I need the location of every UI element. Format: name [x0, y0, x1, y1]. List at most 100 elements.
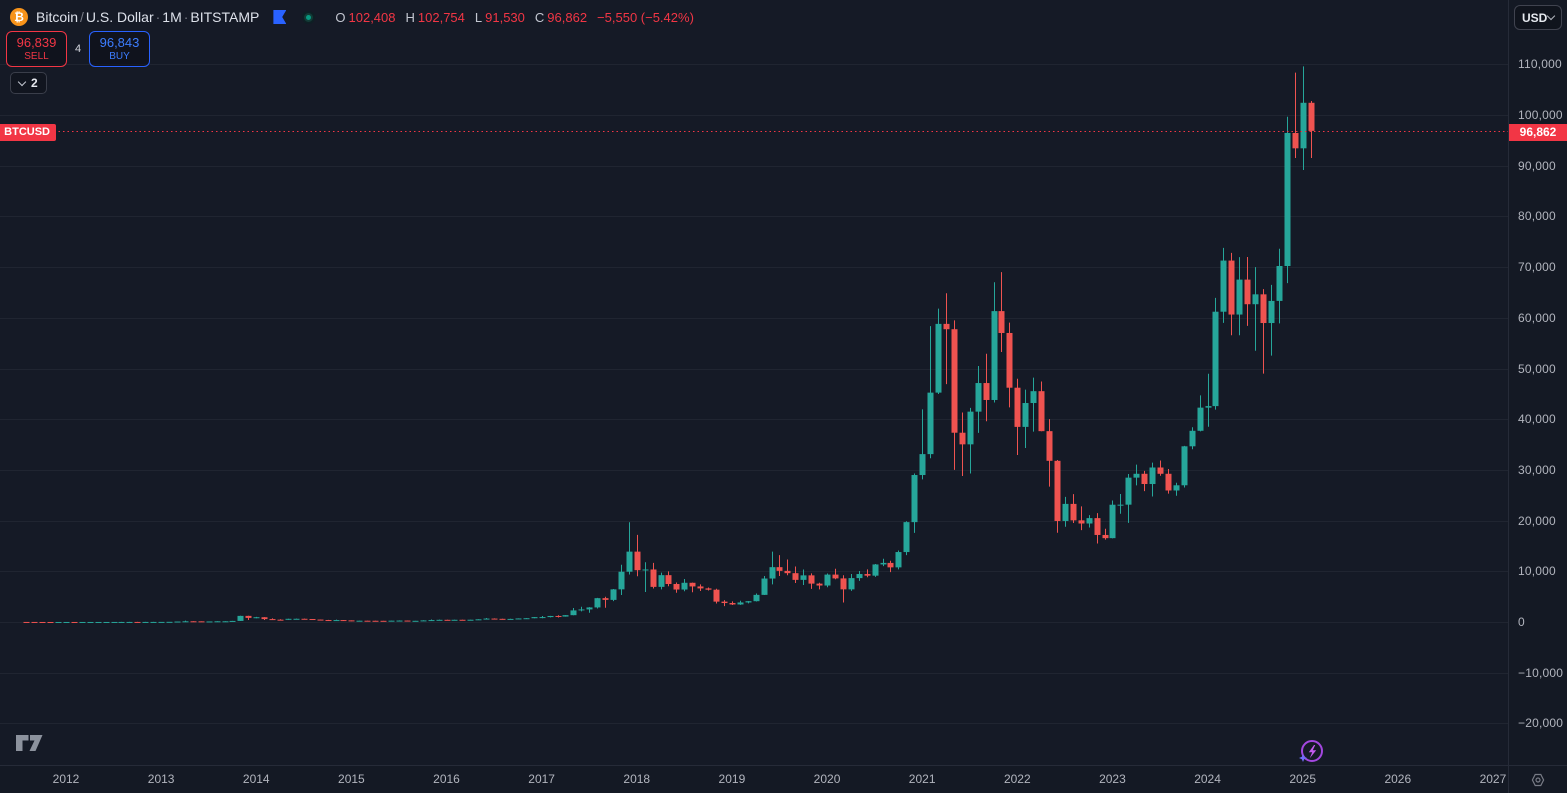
price-axis-label: 50,000	[1518, 361, 1556, 376]
candle-body	[895, 552, 902, 568]
close-value: 96,862	[547, 9, 588, 25]
candle-body	[1300, 102, 1307, 149]
time-axis-label: 2019	[718, 772, 746, 786]
candle-body	[776, 567, 783, 571]
sell-button[interactable]: 96,839 SELL	[6, 31, 67, 67]
currency-dropdown[interactable]: USD	[1514, 5, 1562, 30]
candle-body	[1244, 279, 1251, 305]
candle-body	[1308, 102, 1315, 131]
candle-body	[1094, 518, 1101, 535]
flag-icon[interactable]	[273, 10, 287, 24]
candle-body	[467, 619, 474, 621]
candle-body	[1252, 294, 1259, 305]
symbol-title[interactable]: Bitcoin / U.S. Dollar · 1M · BITSTAMP	[36, 9, 259, 25]
candle-body	[1236, 279, 1243, 315]
candle-body	[475, 619, 482, 621]
candle-body	[800, 575, 807, 580]
candle-body	[689, 582, 696, 587]
candle-body	[301, 618, 308, 620]
candle-body	[380, 620, 387, 622]
candle-body	[562, 615, 569, 617]
time-axis-label: 2013	[147, 772, 175, 786]
candle-body	[325, 620, 332, 622]
candle-body	[158, 621, 165, 623]
market-status-dot-icon[interactable]	[304, 12, 314, 22]
candle-body	[713, 589, 720, 602]
candle-body	[697, 586, 704, 589]
buy-button[interactable]: 96,843 BUY	[89, 31, 150, 67]
candle-body	[1212, 311, 1219, 407]
time-axis-label: 2015	[338, 772, 365, 786]
change-value: −5,550 (−5.42%)	[597, 9, 694, 25]
time-axis-label: 2012	[52, 772, 80, 786]
candle-body	[63, 621, 70, 623]
candle-body	[665, 575, 672, 585]
time-scale[interactable]: 2012 2013 2014 2015 2016 2017 2018 2019 2020 2021…	[0, 765, 1567, 793]
chevron-down-icon	[1546, 11, 1556, 21]
tradingview-logo[interactable]	[16, 734, 43, 757]
candle-body	[87, 621, 94, 623]
candle-body	[277, 619, 284, 621]
chart-canvas[interactable]	[0, 0, 1508, 765]
candle-body	[47, 621, 54, 623]
time-axis-label: 2016	[433, 772, 460, 786]
title-dot: ·	[183, 9, 189, 25]
candle-body	[721, 601, 728, 604]
price-scale[interactable]: USD 110,000 100,000 90,000 80,000 70,000 60,0…	[1508, 0, 1567, 765]
time-axis-label: 2026	[1384, 772, 1412, 786]
time-axis-label: 2018	[623, 772, 651, 786]
candle-body	[396, 620, 403, 622]
time-axis-label: 2017	[528, 772, 555, 786]
candle-body	[539, 617, 546, 619]
candle-body	[31, 621, 38, 623]
candle-body	[769, 567, 776, 579]
candle-body	[1181, 446, 1188, 486]
candle-body	[761, 578, 768, 595]
candle-body	[356, 620, 363, 622]
candle-body	[451, 619, 458, 621]
candle-body	[95, 621, 102, 623]
candle-body	[729, 603, 736, 605]
candle-body	[55, 621, 62, 623]
price-axis-label: 30,000	[1518, 462, 1556, 477]
price-axis-label: −20,000	[1518, 716, 1564, 731]
candle-body	[1260, 294, 1267, 324]
time-axis-label: 2022	[1003, 772, 1031, 786]
candle-body	[547, 615, 554, 618]
candle-body	[911, 475, 918, 523]
candle-body	[1014, 387, 1021, 427]
time-axis-label: 2027	[1479, 772, 1507, 786]
time-axis-label: 2021	[908, 772, 936, 786]
candle-body	[570, 610, 577, 616]
candle-body	[887, 562, 894, 568]
hidden-items-count: 2	[31, 76, 38, 90]
candle-body	[1197, 407, 1204, 431]
candle-body	[142, 621, 149, 623]
high-value: 102,754	[417, 9, 465, 25]
candle-body	[1086, 518, 1093, 524]
candle-body	[1228, 260, 1235, 315]
candle-body	[309, 619, 316, 621]
scale-settings-corner[interactable]	[1508, 765, 1567, 793]
lightning-boost-icon[interactable]	[1297, 738, 1325, 766]
candle-body	[459, 619, 466, 621]
candle-body	[103, 621, 110, 623]
candle-body	[1268, 300, 1275, 324]
candle-body	[23, 621, 30, 623]
candle-body	[1125, 477, 1132, 505]
candle-body	[864, 574, 871, 576]
candle-body	[340, 620, 347, 622]
candle-body	[967, 411, 974, 445]
title-dot: ·	[155, 9, 161, 25]
candle-body	[507, 618, 514, 620]
candle-body	[1133, 473, 1140, 478]
candle-body	[848, 578, 855, 590]
candle-body	[1292, 133, 1299, 149]
candle-body	[118, 621, 125, 623]
candle-body	[523, 618, 530, 620]
time-axis-label: 2024	[1194, 772, 1221, 786]
candle-body	[578, 609, 585, 611]
legend-collapse-button[interactable]: 2	[10, 72, 47, 94]
candle-body	[626, 551, 633, 572]
